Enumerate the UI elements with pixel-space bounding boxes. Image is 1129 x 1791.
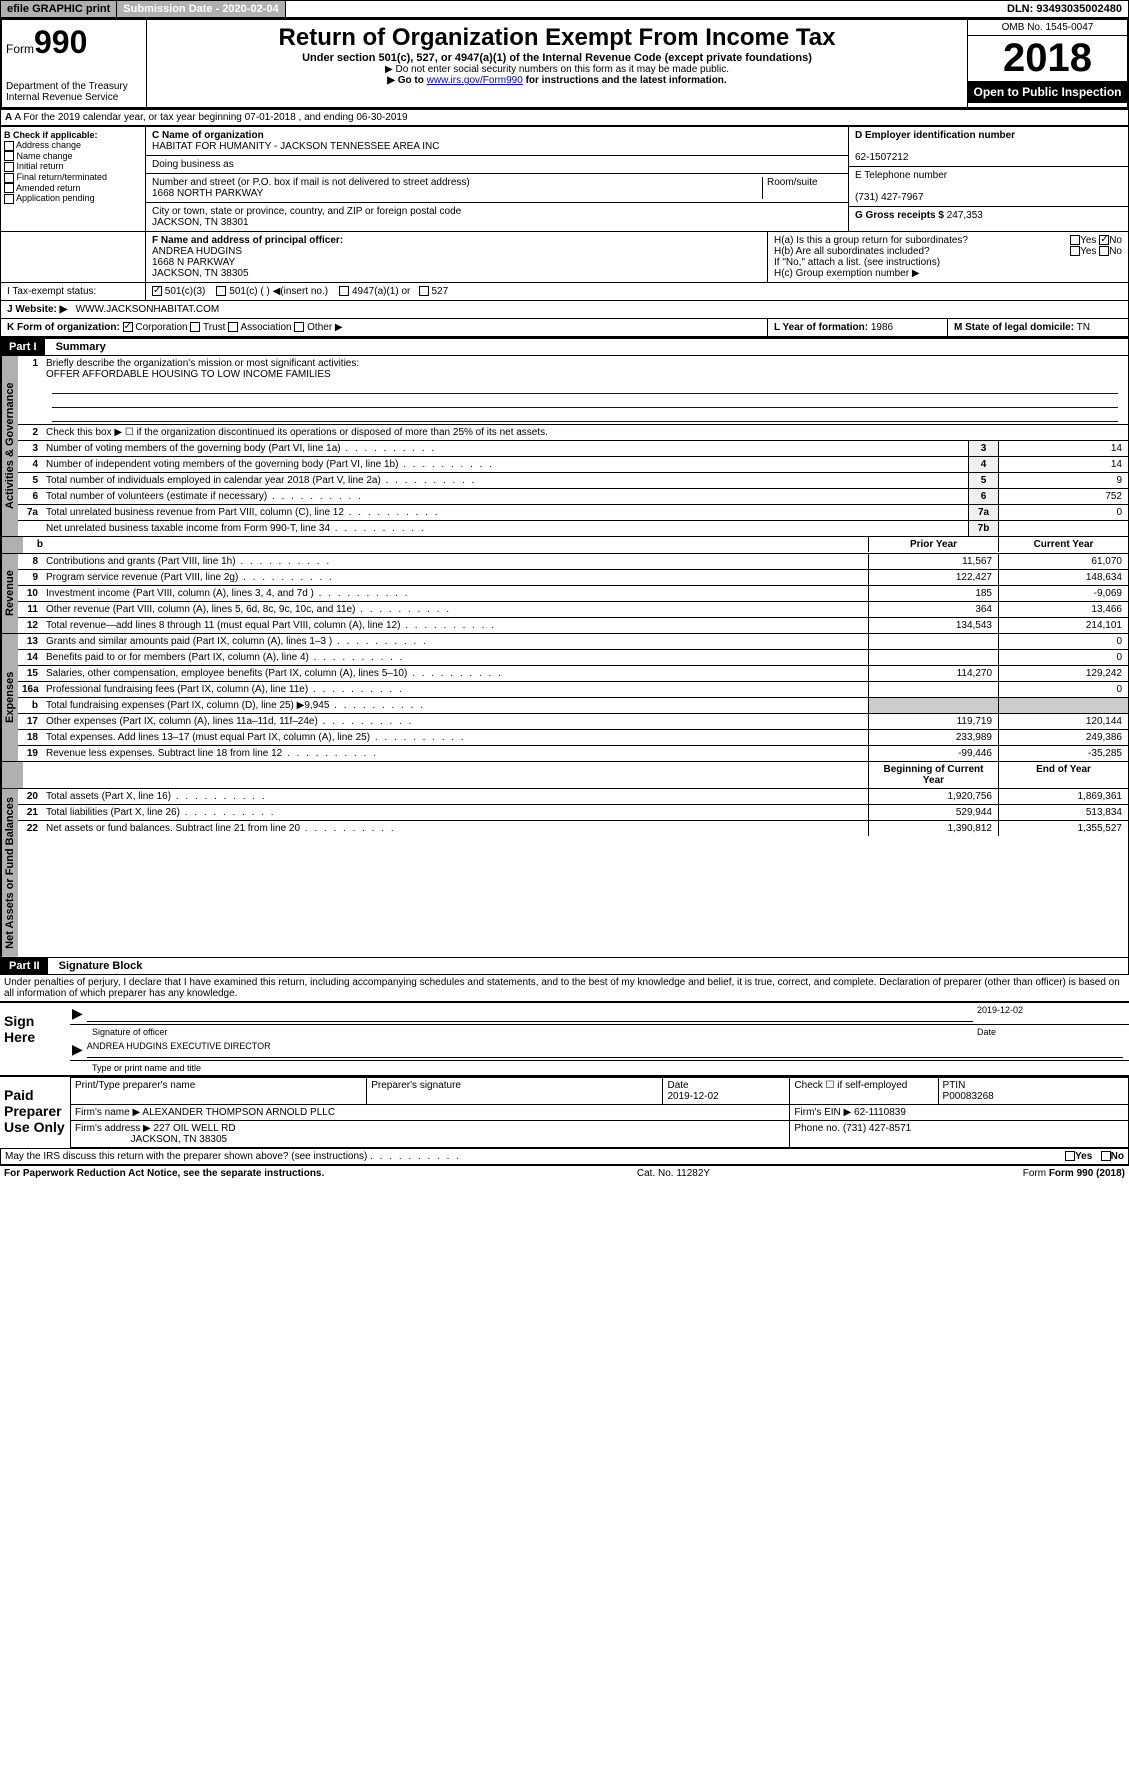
efile-button[interactable]: efile GRAPHIC print bbox=[1, 1, 117, 17]
firm-phone: (731) 427-8571 bbox=[843, 1123, 911, 1134]
ptin-value: P00083268 bbox=[943, 1091, 994, 1102]
entity-section: B Check if applicable: Address change Na… bbox=[0, 126, 1129, 232]
line-20: 20Total assets (Part X, line 16)1,920,75… bbox=[18, 789, 1128, 805]
part2-header: Part II bbox=[1, 958, 48, 974]
form-number: Form990 bbox=[6, 24, 142, 61]
dln-label: DLN: 93493035002480 bbox=[1001, 1, 1128, 17]
paid-preparer-section: Paid Preparer Use Only Print/Type prepar… bbox=[0, 1075, 1129, 1148]
open-public-badge: Open to Public Inspection bbox=[968, 81, 1127, 103]
org-city: JACKSON, TN 38301 bbox=[152, 217, 249, 228]
sign-here-section: Sign Here ▶2019-12-02 Signature of offic… bbox=[0, 1001, 1129, 1075]
line-13: 13Grants and similar amounts paid (Part … bbox=[18, 634, 1128, 650]
line-18: 18Total expenses. Add lines 13–17 (must … bbox=[18, 730, 1128, 746]
officer-group-row: F Name and address of principal officer:… bbox=[0, 232, 1129, 283]
line-6: 6Total number of volunteers (estimate if… bbox=[18, 489, 1128, 505]
tax-exempt-row: I Tax-exempt status: 501(c)(3) 501(c) ( … bbox=[0, 283, 1129, 301]
preparer-table: Print/Type preparer's name Preparer's si… bbox=[70, 1077, 1129, 1148]
tab-revenue: Revenue bbox=[1, 554, 18, 633]
page-footer: For Paperwork Reduction Act Notice, see … bbox=[0, 1165, 1129, 1181]
line-9: 9Program service revenue (Part VIII, lin… bbox=[18, 570, 1128, 586]
org-name: HABITAT FOR HUMANITY - JACKSON TENNESSEE… bbox=[152, 141, 439, 152]
firm-ein: 62-1110839 bbox=[854, 1107, 906, 1118]
dept-label: Department of the Treasury Internal Reve… bbox=[6, 81, 142, 103]
irs-link[interactable]: www.irs.gov/Form990 bbox=[427, 75, 523, 86]
goto-note: ▶ Go to www.irs.gov/Form990 for instruct… bbox=[151, 75, 963, 86]
omb-number: OMB No. 1545-0047 bbox=[968, 20, 1127, 36]
state-domicile: TN bbox=[1077, 322, 1090, 333]
line-: Net unrelated business taxable income fr… bbox=[18, 521, 1128, 536]
line-19: 19Revenue less expenses. Subtract line 1… bbox=[18, 746, 1128, 761]
part1-title: Summary bbox=[48, 339, 114, 355]
line-5: 5Total number of individuals employed in… bbox=[18, 473, 1128, 489]
ssn-note: ▶ Do not enter social security numbers o… bbox=[151, 64, 963, 75]
discuss-row: May the IRS discuss this return with the… bbox=[0, 1148, 1129, 1165]
line-3: 3Number of voting members of the governi… bbox=[18, 441, 1128, 457]
mission-text: OFFER AFFORDABLE HOUSING TO LOW INCOME F… bbox=[46, 369, 331, 380]
phone: (731) 427-7967 bbox=[855, 192, 923, 203]
form-header: Form990 Department of the Treasury Inter… bbox=[0, 18, 1129, 109]
501c3-checkbox[interactable] bbox=[152, 286, 162, 296]
tab-netassets: Net Assets or Fund Balances bbox=[1, 789, 18, 957]
gross-receipts: 247,353 bbox=[947, 210, 983, 221]
submission-date-button[interactable]: Submission Date - 2020-02-04 bbox=[117, 1, 285, 17]
part1-header: Part I bbox=[1, 339, 45, 355]
line-14: 14Benefits paid to or for members (Part … bbox=[18, 650, 1128, 666]
line-7a: 7aTotal unrelated business revenue from … bbox=[18, 505, 1128, 521]
org-address: 1668 NORTH PARKWAY bbox=[152, 188, 263, 199]
row-a-tax-year: A A For the 2019 calendar year, or tax y… bbox=[0, 109, 1129, 126]
tab-expenses: Expenses bbox=[1, 634, 18, 761]
line-11: 11Other revenue (Part VIII, column (A), … bbox=[18, 602, 1128, 618]
officer-name: ANDREA HUDGINS bbox=[152, 246, 242, 257]
tax-year: 2018 bbox=[968, 36, 1127, 81]
firm-name: ALEXANDER THOMPSON ARNOLD PLLC bbox=[142, 1107, 335, 1118]
ein: 62-1507212 bbox=[855, 152, 908, 163]
officer-sig-name: ANDREA HUDGINS EXECUTIVE DIRECTOR bbox=[87, 1041, 271, 1051]
perjury-text: Under penalties of perjury, I declare th… bbox=[0, 975, 1129, 1001]
line-b: bTotal fundraising expenses (Part IX, co… bbox=[18, 698, 1128, 714]
year-formation: 1986 bbox=[871, 322, 893, 333]
tab-governance: Activities & Governance bbox=[1, 356, 18, 536]
website-value: WWW.JACKSONHABITAT.COM bbox=[76, 304, 220, 315]
line-17: 17Other expenses (Part IX, column (A), l… bbox=[18, 714, 1128, 730]
form-org-row: K Form of organization: Corporation Trus… bbox=[0, 319, 1129, 337]
top-bar: efile GRAPHIC print Submission Date - 20… bbox=[0, 0, 1129, 18]
line-15: 15Salaries, other compensation, employee… bbox=[18, 666, 1128, 682]
line-21: 21Total liabilities (Part X, line 26)529… bbox=[18, 805, 1128, 821]
website-row: J Website: ▶ WWW.JACKSONHABITAT.COM bbox=[0, 301, 1129, 319]
form-title: Return of Organization Exempt From Incom… bbox=[151, 24, 963, 52]
line-4: 4Number of independent voting members of… bbox=[18, 457, 1128, 473]
line-8: 8Contributions and grants (Part VIII, li… bbox=[18, 554, 1128, 570]
line-16a: 16aProfessional fundraising fees (Part I… bbox=[18, 682, 1128, 698]
box-b: B Check if applicable: Address change Na… bbox=[1, 127, 146, 231]
part2-title: Signature Block bbox=[51, 958, 151, 974]
line-22: 22Net assets or fund balances. Subtract … bbox=[18, 821, 1128, 836]
line-12: 12Total revenue—add lines 8 through 11 (… bbox=[18, 618, 1128, 633]
form-subtitle: Under section 501(c), 527, or 4947(a)(1)… bbox=[151, 52, 963, 64]
line-10: 10Investment income (Part VIII, column (… bbox=[18, 586, 1128, 602]
